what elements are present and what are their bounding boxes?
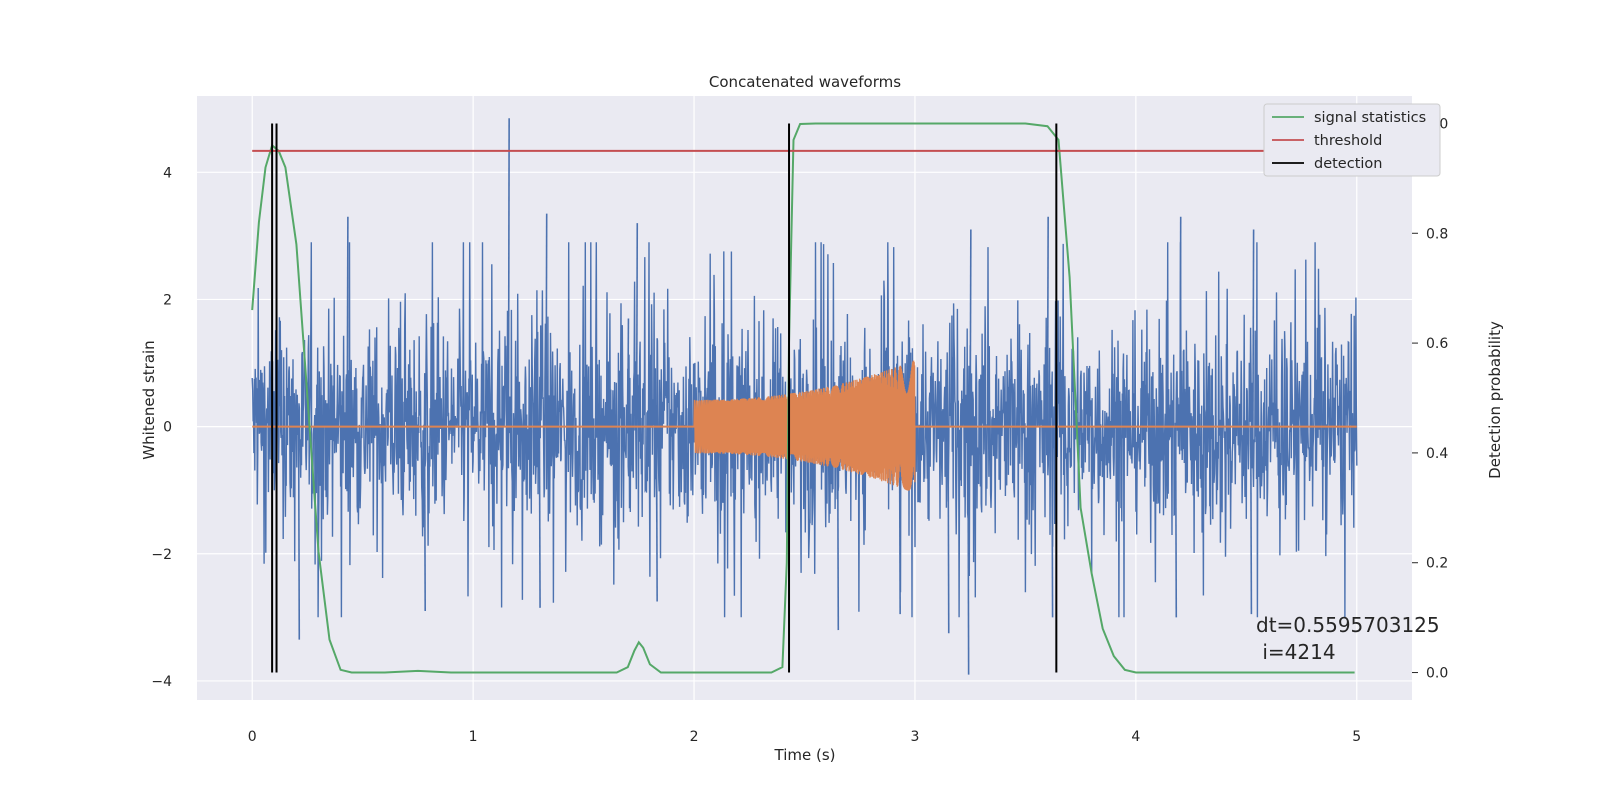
- x-tick-label: 2: [690, 729, 699, 745]
- y-tick-label-left: 0: [163, 420, 172, 436]
- x-axis-label: Time (s): [774, 746, 836, 764]
- noise-spike: [1046, 216, 1049, 427]
- noise-spike: [423, 426, 426, 611]
- legend-box: [1263, 103, 1441, 177]
- legend-detection-label: detection: [1314, 156, 1382, 172]
- noise-spike: [507, 118, 510, 427]
- noise-spike: [1252, 229, 1255, 427]
- annotation-dt: dt=0.5595703125: [1256, 613, 1440, 637]
- noise-spike: [969, 229, 972, 427]
- y-tick-label-right: 0.4: [1426, 446, 1448, 462]
- y-tick-label-left: −4: [151, 674, 172, 690]
- noise-spike: [1174, 426, 1178, 618]
- x-tick-label: 5: [1352, 729, 1361, 745]
- noise-spike: [1051, 426, 1054, 618]
- noise-spike: [655, 426, 658, 602]
- legend: signal statistics threshold detection: [1263, 103, 1441, 177]
- y-tick-label-right: 0.2: [1426, 556, 1448, 572]
- annotation-index: i=4214: [1256, 640, 1336, 664]
- x-tick-label: 4: [1131, 729, 1140, 745]
- legend-signal-statistics-label: signal statistics: [1314, 110, 1426, 126]
- y-axis-label-right: Detection probability: [1486, 321, 1504, 479]
- noise-spike: [545, 213, 548, 427]
- y-tick-label-right: 0.0: [1426, 666, 1448, 682]
- noise-spike: [967, 426, 970, 675]
- y-tick-label-right: 0.8: [1426, 226, 1448, 242]
- noise-spike: [297, 426, 301, 640]
- y-tick-label-left: 2: [163, 292, 172, 308]
- noise-spike: [1249, 426, 1253, 615]
- signal-statistics-line: [251, 122, 1355, 674]
- noise-spike: [626, 318, 630, 427]
- noise-spike: [538, 426, 541, 608]
- chart-title: Concatenated waveforms: [709, 73, 901, 91]
- noise-spike: [947, 426, 950, 634]
- noise-spike: [635, 223, 639, 427]
- x-tick-label: 1: [469, 729, 478, 745]
- y-axis-label-left: Whitened strain: [140, 340, 158, 459]
- x-tick-label: 3: [910, 729, 919, 745]
- noise-spike: [346, 216, 349, 427]
- series-layer: [251, 118, 1358, 675]
- x-tick-label: 0: [248, 729, 257, 745]
- y-tick-label-left: 4: [163, 165, 172, 181]
- y-tick-label-right: 0.6: [1426, 336, 1448, 352]
- legend-threshold-label: threshold: [1314, 133, 1382, 149]
- noise-spike: [1179, 216, 1182, 427]
- chirp-series-line: [693, 360, 916, 491]
- y-tick-label-left: −2: [151, 547, 172, 563]
